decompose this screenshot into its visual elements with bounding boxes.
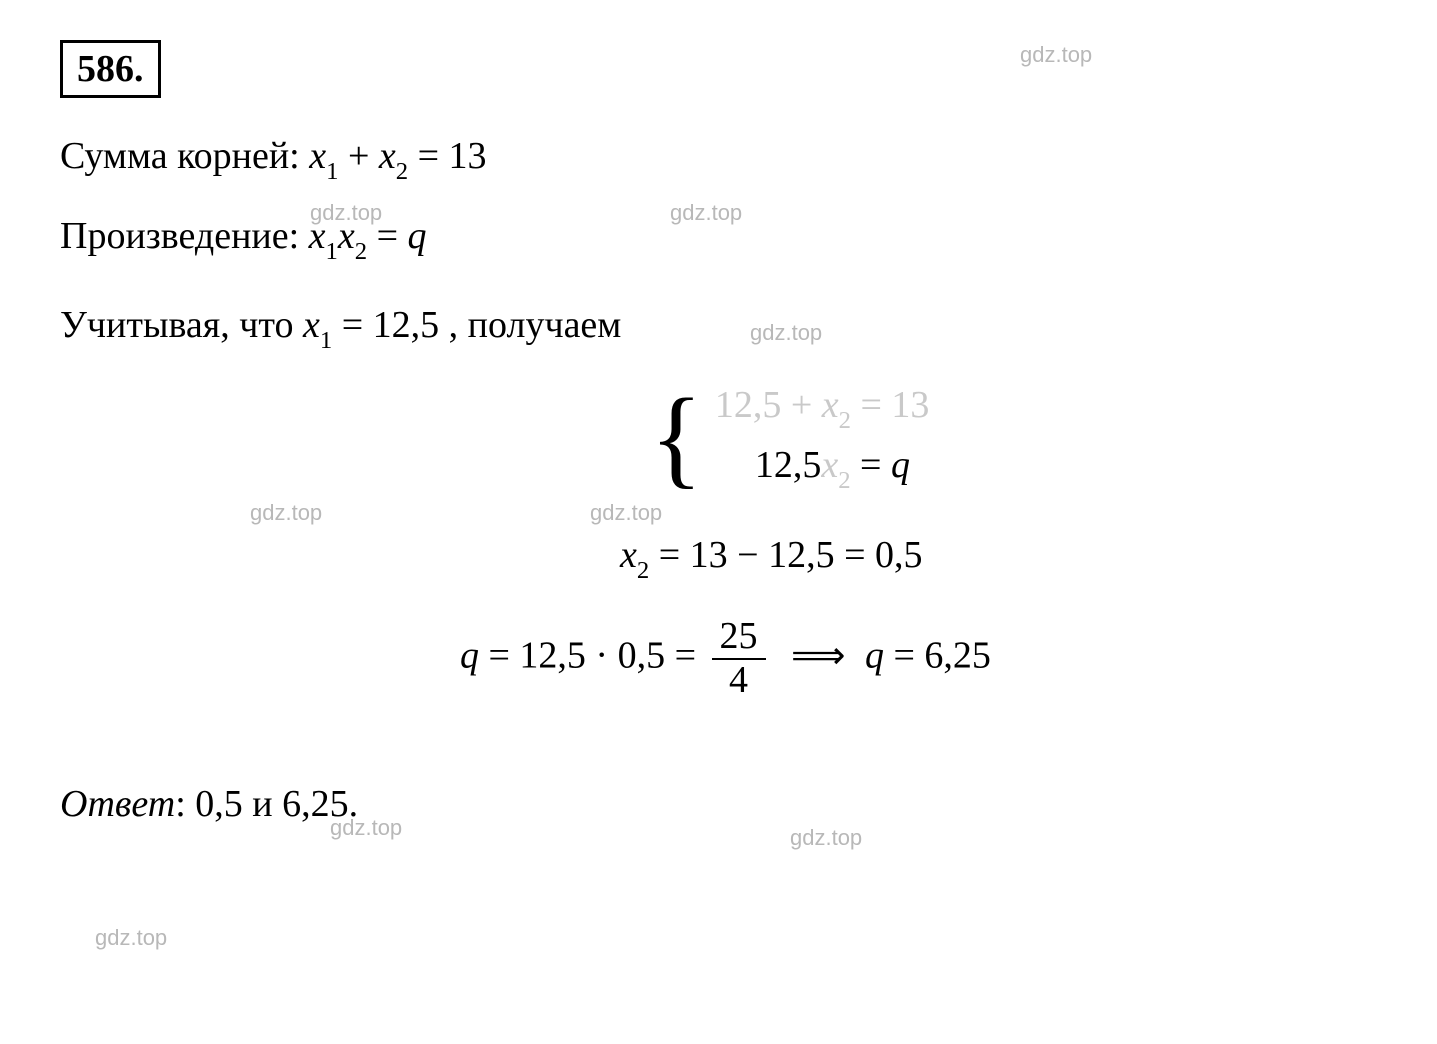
watermark: gdz.top (1020, 42, 1092, 68)
text-given-prefix: Учитывая, что (60, 304, 303, 346)
text-eq: = (851, 444, 891, 486)
math-q: q (408, 215, 427, 257)
sub-2: 2 (396, 158, 408, 185)
sub-2: 2 (637, 557, 649, 584)
math-x: x (620, 534, 637, 576)
text-given-suffix: , получаем (449, 304, 622, 346)
ghost-x: x (821, 444, 838, 486)
sub-1: 1 (320, 327, 332, 354)
problem-number: 586. (60, 40, 161, 98)
watermark: gdz.top (95, 925, 167, 951)
text-eq-rest: = 13 − 12,5 = 0,5 (649, 534, 922, 576)
math-eq-12-5: = 12,5 (342, 304, 439, 346)
system-line-1: 12,5 + x2 = 13 (715, 377, 930, 437)
answer-label: Ответ (60, 783, 175, 825)
equation-system: { 12,5 + x2 = 13 12,5x2 = q (650, 377, 1377, 496)
line-sum-roots: Сумма корней: x1 + x2 = 13 (60, 128, 1377, 188)
answer-text: : 0,5 и 6,25. (175, 783, 358, 825)
system-line-2: 12,5x2 = q (715, 437, 930, 497)
text-sum-prefix: Сумма корней: (60, 135, 309, 177)
text-product-prefix: Произведение: (60, 215, 309, 257)
text-12-5: 12,5 (755, 444, 822, 486)
ghost-x: x (822, 384, 839, 426)
math-eq: = (377, 215, 408, 257)
watermark: gdz.top (250, 500, 322, 526)
math-x1: x (303, 304, 320, 346)
text-eq-a: = 12,5 · 0,5 = (479, 635, 706, 677)
ghost-12-5: 12,5 + (715, 384, 822, 426)
ghost-sub-2: 2 (838, 467, 850, 494)
math-plus: + (348, 135, 379, 177)
math-q: q (460, 635, 479, 677)
system-lines: 12,5 + x2 = 13 12,5x2 = q (715, 377, 930, 496)
answer-line: Ответ: 0,5 и 6,25. (60, 782, 1377, 826)
math-x1: x (309, 135, 326, 177)
line-given: Учитывая, что x1 = 12,5 , получаем (60, 297, 1377, 357)
fraction-numerator: 25 (712, 616, 766, 660)
brace-icon: { (650, 393, 703, 481)
ghost-eq-13: = 13 (851, 384, 929, 426)
math-q: q (891, 444, 910, 486)
fraction-denominator: 4 (721, 660, 756, 702)
math-x2: x (338, 215, 355, 257)
math-x2: x (379, 135, 396, 177)
equation-block: { 12,5 + x2 = 13 12,5x2 = q x2 = 13 − 12… (440, 377, 1377, 702)
equation-q: q = 12,5 · 0,5 = 25 4 ⟹ q = 6,25 (460, 616, 1377, 702)
line-product-roots: Произведение: x1x2 = q (60, 208, 1377, 268)
equation-x2: x2 = 13 − 12,5 = 0,5 (620, 521, 1377, 591)
sub-1: 1 (326, 238, 338, 265)
math-eq-13: = 13 (418, 135, 487, 177)
fraction: 25 4 (712, 616, 766, 702)
ghost-sub-2: 2 (839, 407, 851, 434)
math-x1: x (309, 215, 326, 257)
implies-arrow-icon: ⟹ (791, 635, 855, 677)
math-q: q (865, 635, 884, 677)
text-eq-b: = 6,25 (884, 635, 991, 677)
watermark: gdz.top (790, 825, 862, 851)
sub-1: 1 (326, 158, 338, 185)
sub-2: 2 (355, 238, 367, 265)
